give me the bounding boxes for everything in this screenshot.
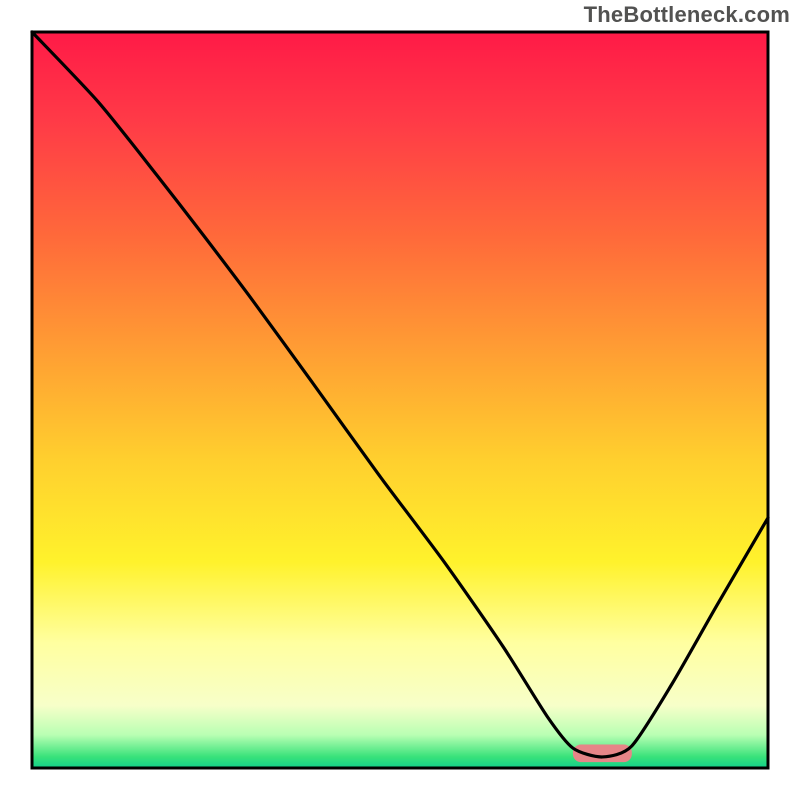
figure-canvas: TheBottleneck.com xyxy=(0,0,800,800)
plot-background-gradient xyxy=(32,32,768,768)
bottleneck-curve-chart xyxy=(0,0,800,800)
watermark-label: TheBottleneck.com xyxy=(584,2,790,28)
